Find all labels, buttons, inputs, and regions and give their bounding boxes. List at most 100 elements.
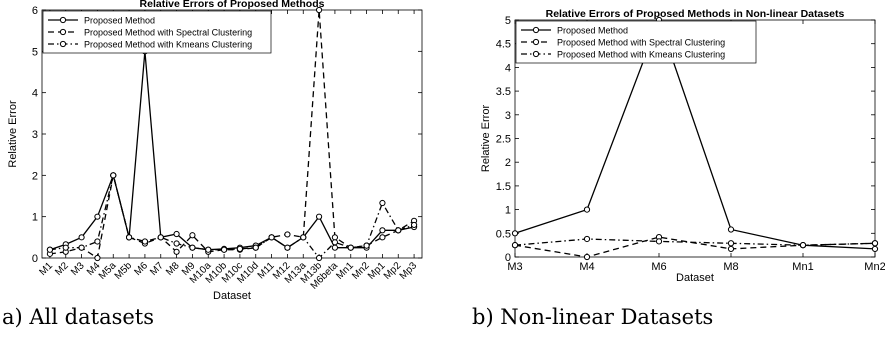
y-tick-label: 3.5 <box>496 86 511 98</box>
data-point <box>379 234 386 241</box>
series-line-2 <box>514 238 876 246</box>
data-point <box>727 226 735 233</box>
data-point <box>799 242 807 249</box>
y-tick-label: 4.5 <box>496 39 511 51</box>
data-point <box>268 234 275 241</box>
data-point <box>173 240 180 247</box>
y-tick-label: 5 <box>505 15 511 27</box>
x-tick-label: M8 <box>723 261 738 273</box>
data-point <box>236 245 244 253</box>
data-point <box>871 245 879 253</box>
x-tick-label: M4 <box>579 261 594 273</box>
x-tick-label: M3 <box>507 261 522 273</box>
legend-box <box>42 10 272 54</box>
data-point <box>331 234 339 241</box>
y-tick-label: 2 <box>32 170 38 182</box>
legend-marker <box>59 28 67 36</box>
data-point <box>189 232 196 239</box>
chart-title: Relative Errors of Proposed Methods <box>140 0 325 10</box>
x-tick-label: Mn2 <box>864 261 885 273</box>
legend-marker <box>59 40 67 48</box>
legend-label: Proposed Method with Spectral Clustering <box>84 28 252 38</box>
data-point <box>284 244 291 251</box>
y-tick-label: 4 <box>505 62 511 74</box>
data-point <box>511 230 519 237</box>
data-point <box>46 246 54 253</box>
data-point <box>347 244 354 251</box>
data-point <box>189 244 196 251</box>
x-tick-label: M2 <box>53 260 71 278</box>
data-point <box>94 254 101 262</box>
data-point <box>511 242 519 249</box>
data-point <box>583 206 591 213</box>
data-point <box>727 245 735 253</box>
y-tick-label: 4 <box>32 88 38 100</box>
y-tick-label: 0.5 <box>496 228 511 240</box>
y-tick-label: 1.5 <box>496 181 511 193</box>
y-tick-label: 6 <box>32 5 38 17</box>
y-axis-label: Relative Error <box>7 100 19 168</box>
data-point <box>94 213 101 220</box>
data-point <box>125 234 133 241</box>
x-tick-label: M3 <box>69 260 87 278</box>
legend-label: Proposed Method <box>84 16 155 26</box>
data-point <box>78 244 85 251</box>
x-axis-label: Dataset <box>676 272 714 284</box>
data-point <box>331 239 339 246</box>
data-point <box>252 244 259 251</box>
data-point <box>583 235 591 243</box>
x-tick-label: M1 <box>37 260 55 278</box>
data-point <box>379 199 386 207</box>
legend-label: Proposed Method with Kmeans Clustering <box>84 40 252 50</box>
data-point <box>94 238 101 245</box>
data-point <box>300 234 307 241</box>
caption-all-datasets: a) All datasets <box>2 305 155 329</box>
y-tick-label: 1 <box>32 212 38 224</box>
y-tick-label: 0 <box>32 253 38 265</box>
legend-marker <box>532 50 540 58</box>
data-point <box>583 253 591 261</box>
series-line-2 <box>49 175 415 259</box>
data-point <box>871 240 879 247</box>
y-tick-label: 3 <box>505 110 511 122</box>
data-point <box>379 227 386 234</box>
data-point <box>410 221 418 229</box>
data-point <box>62 244 69 251</box>
y-tick-label: 3 <box>32 129 38 141</box>
y-tick-label: 1 <box>505 205 511 217</box>
legend-marker <box>532 26 540 34</box>
y-tick-label: 2 <box>505 157 511 169</box>
x-tick-label: M5b <box>113 260 135 282</box>
data-point <box>315 6 323 14</box>
legend-label: Proposed Method <box>557 26 628 36</box>
y-axis-label: Relative Error <box>480 105 492 173</box>
legend-marker <box>532 38 540 46</box>
x-tick-label: M6 <box>651 261 666 273</box>
series-line-0 <box>514 18 876 250</box>
x-tick-label: M6 <box>132 260 150 278</box>
data-point <box>315 213 323 220</box>
legend-label: Proposed Method with Spectral Clustering <box>557 38 725 48</box>
legend-box <box>515 20 757 64</box>
data-point <box>284 231 291 238</box>
x-tick-label: M8 <box>164 260 182 278</box>
y-tick-label: 0 <box>505 252 511 264</box>
chart-0: Relative Errors of Proposed Methods 0 1 2 3 4… <box>7 0 423 302</box>
data-point <box>141 238 149 245</box>
x-tick-label: Mn1 <box>792 261 813 273</box>
x-tick-label: M7 <box>148 260 166 278</box>
chart-title: Relative Errors of Proposed Methods in N… <box>546 8 845 20</box>
data-point <box>173 248 180 255</box>
data-point <box>655 238 663 245</box>
data-point <box>331 244 339 251</box>
y-tick-label: 2.5 <box>496 134 511 146</box>
data-point <box>173 230 180 238</box>
x-axis-label: Dataset <box>213 290 251 302</box>
legend-marker <box>59 16 67 24</box>
series-line-0 <box>49 51 415 251</box>
data-point <box>363 242 370 249</box>
chart-1: Relative Errors of Proposed Methods in N… <box>480 8 885 284</box>
data-point <box>315 254 323 262</box>
data-point <box>727 240 735 247</box>
